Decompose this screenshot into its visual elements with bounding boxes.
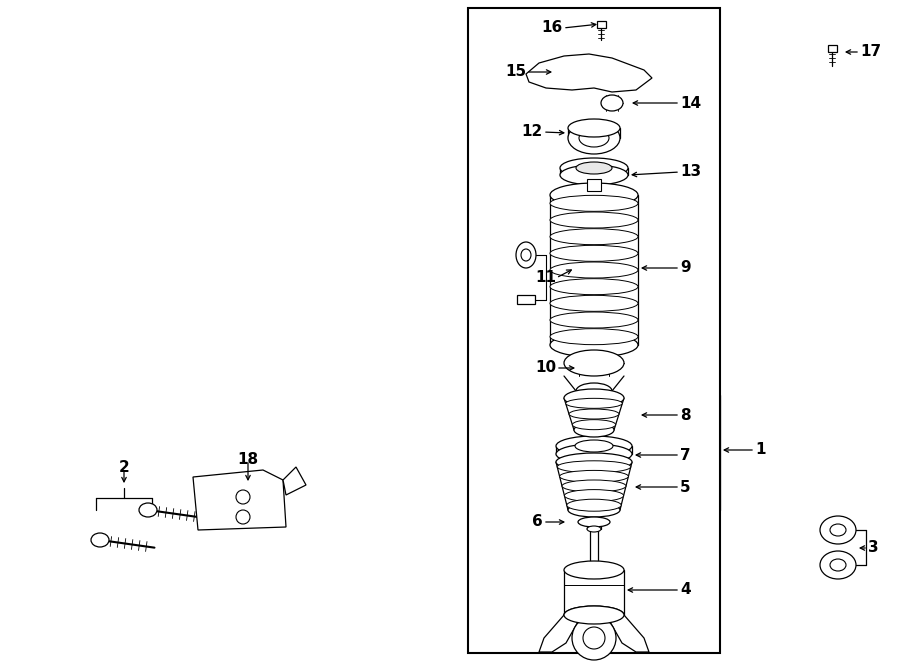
Ellipse shape bbox=[550, 279, 638, 295]
Ellipse shape bbox=[560, 158, 628, 178]
Ellipse shape bbox=[91, 533, 109, 547]
Ellipse shape bbox=[139, 503, 157, 517]
Text: 2: 2 bbox=[119, 461, 130, 475]
Ellipse shape bbox=[556, 444, 632, 464]
Text: 17: 17 bbox=[860, 44, 881, 59]
Text: 14: 14 bbox=[680, 95, 701, 110]
Ellipse shape bbox=[568, 122, 620, 154]
Polygon shape bbox=[526, 54, 652, 92]
Polygon shape bbox=[193, 470, 286, 530]
Bar bbox=[828, 45, 837, 52]
Ellipse shape bbox=[574, 423, 614, 437]
Polygon shape bbox=[609, 615, 649, 652]
Ellipse shape bbox=[564, 490, 624, 502]
Ellipse shape bbox=[575, 440, 613, 452]
Text: 12: 12 bbox=[522, 124, 543, 139]
Polygon shape bbox=[539, 615, 579, 652]
Polygon shape bbox=[283, 467, 306, 495]
Ellipse shape bbox=[830, 524, 846, 536]
Ellipse shape bbox=[562, 480, 626, 492]
Ellipse shape bbox=[556, 453, 632, 471]
Ellipse shape bbox=[564, 561, 624, 579]
Ellipse shape bbox=[820, 551, 856, 579]
Text: 16: 16 bbox=[542, 20, 563, 36]
Text: 11: 11 bbox=[535, 270, 556, 286]
Text: 18: 18 bbox=[238, 453, 258, 467]
Text: 1: 1 bbox=[755, 442, 766, 457]
Ellipse shape bbox=[516, 242, 536, 268]
Ellipse shape bbox=[601, 95, 623, 111]
Ellipse shape bbox=[572, 616, 616, 660]
Bar bbox=[587, 179, 601, 191]
Text: 5: 5 bbox=[680, 479, 690, 494]
Polygon shape bbox=[564, 398, 624, 430]
Ellipse shape bbox=[583, 627, 605, 649]
Ellipse shape bbox=[550, 333, 638, 357]
Text: 10: 10 bbox=[535, 360, 556, 375]
Ellipse shape bbox=[557, 461, 631, 473]
Text: 7: 7 bbox=[680, 447, 690, 463]
Ellipse shape bbox=[564, 389, 624, 407]
Ellipse shape bbox=[564, 350, 624, 376]
Ellipse shape bbox=[550, 196, 638, 212]
Ellipse shape bbox=[564, 606, 624, 624]
Ellipse shape bbox=[550, 295, 638, 311]
Text: 8: 8 bbox=[680, 407, 690, 422]
Ellipse shape bbox=[572, 420, 616, 430]
Ellipse shape bbox=[550, 245, 638, 261]
Ellipse shape bbox=[568, 503, 620, 517]
Ellipse shape bbox=[578, 517, 610, 527]
Ellipse shape bbox=[579, 129, 609, 147]
Text: 3: 3 bbox=[868, 541, 878, 555]
Ellipse shape bbox=[550, 312, 638, 328]
Ellipse shape bbox=[564, 606, 624, 624]
Ellipse shape bbox=[560, 165, 628, 185]
Ellipse shape bbox=[236, 510, 250, 524]
Ellipse shape bbox=[560, 471, 628, 483]
Text: 4: 4 bbox=[680, 582, 690, 598]
Ellipse shape bbox=[236, 490, 250, 504]
Text: 15: 15 bbox=[505, 65, 526, 79]
Ellipse shape bbox=[550, 262, 638, 278]
Ellipse shape bbox=[550, 229, 638, 245]
Ellipse shape bbox=[550, 183, 638, 207]
Ellipse shape bbox=[820, 516, 856, 544]
Ellipse shape bbox=[576, 162, 612, 174]
Ellipse shape bbox=[550, 212, 638, 228]
Ellipse shape bbox=[830, 559, 846, 571]
Ellipse shape bbox=[556, 436, 632, 456]
Bar bbox=[597, 21, 606, 28]
Bar bbox=[468, 8, 720, 653]
Ellipse shape bbox=[566, 399, 622, 408]
Text: 13: 13 bbox=[680, 165, 701, 180]
Text: 9: 9 bbox=[680, 260, 690, 276]
Ellipse shape bbox=[568, 119, 620, 137]
Ellipse shape bbox=[567, 499, 621, 511]
Ellipse shape bbox=[576, 383, 612, 399]
Ellipse shape bbox=[569, 409, 619, 419]
Ellipse shape bbox=[587, 526, 601, 532]
Ellipse shape bbox=[521, 249, 531, 261]
Text: 6: 6 bbox=[532, 514, 543, 529]
Polygon shape bbox=[556, 462, 632, 510]
Ellipse shape bbox=[550, 329, 638, 344]
Bar bbox=[517, 295, 535, 304]
